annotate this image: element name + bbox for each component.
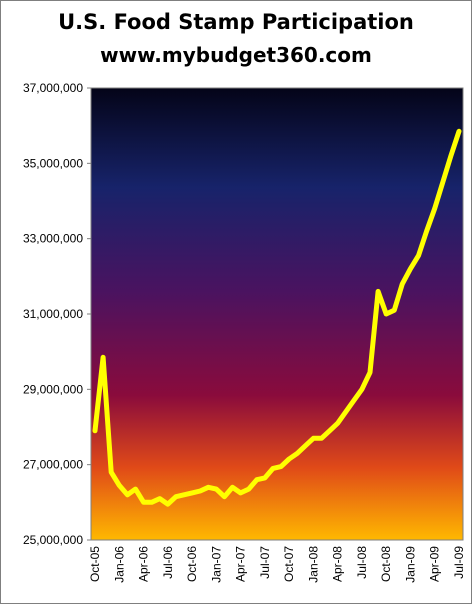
x-tick-label: Jan-08 (306, 546, 320, 583)
x-tick-label: Oct-08 (379, 546, 393, 582)
x-tick-label: Apr-06 (137, 546, 151, 582)
x-tick-label: Oct-07 (282, 546, 296, 582)
series-line (92, 128, 462, 507)
x-tick-label: Jul-08 (355, 546, 369, 579)
x-tick-label: Jan-07 (209, 546, 223, 583)
x-tick-label: Apr-09 (428, 546, 442, 582)
chart-title: U.S. Food Stamp Participation (58, 10, 414, 34)
y-tick-label: 29,000,000 (23, 382, 83, 396)
x-tick-label: Jan-06 (112, 546, 126, 583)
y-tick-label: 37,000,000 (23, 81, 83, 95)
y-tick-label: 35,000,000 (23, 156, 83, 170)
plot-area (90, 87, 464, 541)
x-tick-label: Apr-07 (234, 546, 248, 582)
chart-subtitle: www.mybudget360.com (100, 43, 372, 67)
x-tick-label: Jan-09 (403, 546, 417, 583)
x-tick-label: Jul-07 (258, 546, 272, 579)
x-tick-label: Jul-09 (452, 546, 466, 579)
x-tick-label: Jul-06 (161, 546, 175, 579)
y-tick-label: 25,000,000 (23, 533, 83, 547)
x-tick-label: Apr-08 (331, 546, 345, 582)
x-tick-label: Oct-05 (88, 546, 102, 582)
y-tick-label: 33,000,000 (23, 232, 83, 246)
x-tick-label: Oct-06 (185, 546, 199, 582)
y-tick-label: 27,000,000 (23, 458, 83, 472)
y-tick-label: 31,000,000 (23, 307, 83, 321)
